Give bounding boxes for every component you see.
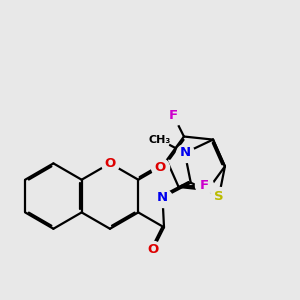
Text: F: F [169, 109, 178, 122]
Text: F: F [199, 179, 208, 192]
Text: CH₃: CH₃ [148, 135, 171, 145]
Text: O: O [154, 160, 166, 174]
Text: S: S [214, 190, 224, 202]
Text: N: N [157, 191, 168, 204]
Text: N: N [179, 146, 191, 160]
Text: O: O [104, 157, 116, 170]
Text: O: O [147, 243, 158, 256]
